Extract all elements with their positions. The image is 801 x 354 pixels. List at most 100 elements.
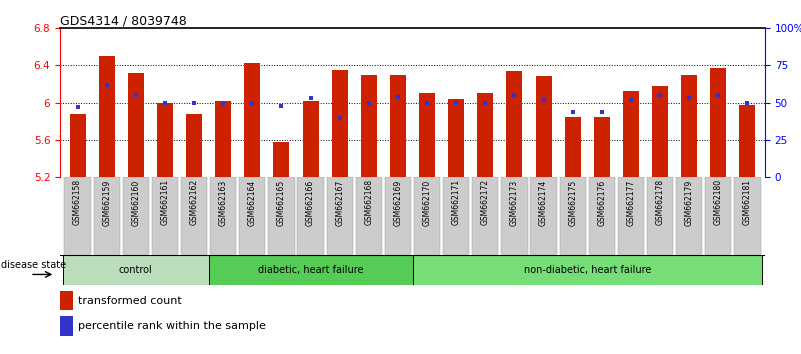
Bar [70, 114, 86, 177]
Bar [332, 70, 348, 177]
Point [421, 100, 433, 105]
Bar [60, 316, 73, 336]
Text: percentile rank within the sample: percentile rank within the sample [78, 321, 266, 331]
Text: transformed count: transformed count [78, 296, 182, 306]
Bar [128, 73, 144, 177]
Point [362, 100, 375, 105]
Point [741, 100, 754, 105]
Text: GSM662177: GSM662177 [626, 179, 635, 225]
FancyBboxPatch shape [94, 177, 120, 255]
FancyBboxPatch shape [152, 177, 178, 255]
Point [159, 100, 171, 105]
Text: GSM662161: GSM662161 [160, 179, 170, 225]
Point [508, 92, 521, 98]
FancyBboxPatch shape [297, 177, 324, 255]
FancyBboxPatch shape [181, 177, 207, 255]
FancyBboxPatch shape [560, 177, 586, 255]
Point [566, 109, 579, 114]
FancyBboxPatch shape [384, 177, 411, 255]
FancyBboxPatch shape [501, 177, 528, 255]
Bar [681, 75, 697, 177]
Point [537, 97, 550, 103]
Bar [419, 93, 435, 177]
Bar [536, 76, 552, 177]
Text: GSM662173: GSM662173 [510, 179, 519, 225]
Text: GSM662170: GSM662170 [423, 179, 432, 225]
Bar [623, 91, 639, 177]
Text: GSM662176: GSM662176 [598, 179, 606, 225]
Text: GSM662175: GSM662175 [568, 179, 578, 225]
Bar [157, 103, 173, 177]
FancyBboxPatch shape [530, 177, 557, 255]
Point [625, 97, 638, 103]
Bar [739, 104, 755, 177]
Point [392, 94, 405, 99]
Text: control: control [119, 265, 153, 275]
FancyBboxPatch shape [618, 177, 644, 255]
Bar [710, 68, 727, 177]
Text: GSM662172: GSM662172 [481, 179, 490, 225]
FancyBboxPatch shape [123, 177, 149, 255]
Text: GSM662178: GSM662178 [655, 179, 665, 225]
FancyBboxPatch shape [676, 177, 702, 255]
Bar [215, 101, 231, 177]
Point [479, 100, 492, 105]
Text: GSM662159: GSM662159 [103, 179, 111, 225]
Text: GDS4314 / 8039748: GDS4314 / 8039748 [60, 14, 187, 27]
Text: GSM662169: GSM662169 [393, 179, 402, 225]
Point [333, 115, 346, 120]
Bar [360, 75, 376, 177]
Bar [506, 71, 522, 177]
Text: GSM662163: GSM662163 [219, 179, 227, 225]
FancyBboxPatch shape [735, 177, 761, 255]
Text: GSM662162: GSM662162 [190, 179, 199, 225]
FancyBboxPatch shape [589, 177, 615, 255]
Bar [99, 56, 115, 177]
FancyBboxPatch shape [647, 177, 673, 255]
Bar [565, 116, 581, 177]
Bar [60, 291, 73, 310]
Text: disease state: disease state [2, 261, 66, 270]
Bar [244, 63, 260, 177]
FancyBboxPatch shape [64, 177, 91, 255]
Text: GSM662174: GSM662174 [539, 179, 548, 225]
Point [71, 104, 84, 110]
FancyBboxPatch shape [327, 177, 352, 255]
Text: GSM662180: GSM662180 [714, 179, 723, 225]
Text: GSM662165: GSM662165 [277, 179, 286, 225]
FancyBboxPatch shape [268, 177, 295, 255]
Point [304, 95, 317, 101]
Text: diabetic, heart failure: diabetic, heart failure [258, 265, 364, 275]
Bar [273, 142, 289, 177]
Bar [390, 75, 406, 177]
Bar [594, 116, 610, 177]
Bar [63, 255, 208, 285]
FancyBboxPatch shape [356, 177, 382, 255]
Point [130, 92, 143, 98]
Text: GSM662160: GSM662160 [131, 179, 140, 225]
Point [654, 92, 666, 98]
FancyBboxPatch shape [210, 177, 236, 255]
Point [275, 103, 288, 108]
FancyBboxPatch shape [414, 177, 441, 255]
Bar [449, 99, 465, 177]
Point [682, 95, 695, 101]
Point [712, 92, 725, 98]
Text: GSM662158: GSM662158 [73, 179, 82, 225]
Bar [652, 86, 668, 177]
Point [100, 82, 113, 88]
Text: GSM662171: GSM662171 [452, 179, 461, 225]
Text: GSM662168: GSM662168 [364, 179, 373, 225]
Bar [186, 114, 202, 177]
FancyBboxPatch shape [705, 177, 731, 255]
Point [246, 100, 259, 105]
Text: GSM662181: GSM662181 [743, 179, 752, 225]
Text: GSM662179: GSM662179 [685, 179, 694, 225]
Bar [413, 255, 762, 285]
Point [217, 100, 230, 105]
Text: GSM662164: GSM662164 [248, 179, 257, 225]
Text: GSM662167: GSM662167 [335, 179, 344, 225]
Bar [303, 101, 319, 177]
FancyBboxPatch shape [473, 177, 498, 255]
Bar [208, 255, 413, 285]
